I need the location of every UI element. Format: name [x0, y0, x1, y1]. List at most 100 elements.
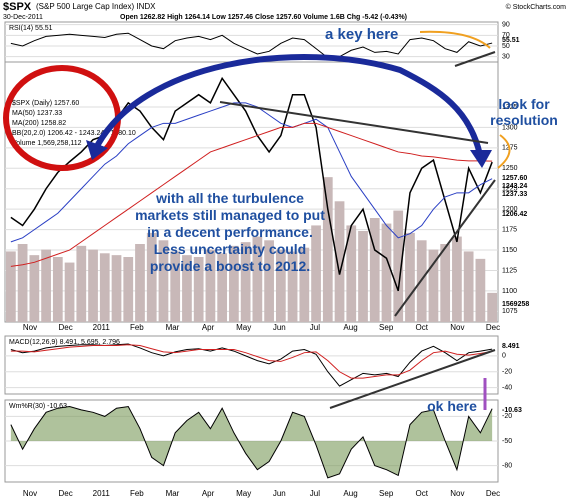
annotation: with all the turbulence markets still ma…: [135, 190, 325, 274]
series-line: [10, 76, 493, 292]
y-tick-label: 90: [502, 22, 510, 29]
orange-arrow: [419, 30, 491, 49]
trend-line: [219, 101, 489, 144]
volume-bar: [393, 210, 404, 322]
volume-bar: [64, 262, 75, 322]
date: 30-Dec-2011: [3, 14, 43, 21]
volume-bar: [346, 225, 357, 322]
volume-bar: [205, 249, 216, 322]
y-tick-label: 1100: [502, 288, 517, 295]
y-tick-label: 50: [502, 43, 510, 50]
value-label: 1237.33: [502, 191, 527, 198]
quote: Open 1262.82 High 1264.14 Low 1257.46 Cl…: [120, 14, 407, 21]
x-tick-label: Nov: [23, 323, 37, 332]
panel-title: MACD(12,26,9) 8.491, 5.695, 2.796: [9, 339, 120, 346]
x-tick-label: Dec: [486, 489, 500, 498]
x-tick-label: Jun: [273, 323, 286, 332]
y-tick-label: -80: [502, 462, 512, 469]
y-tick-label: 1175: [502, 226, 517, 233]
volume-bar: [358, 231, 368, 322]
x-tick-label: Dec: [486, 323, 500, 332]
x-tick-label: Apr: [202, 489, 215, 498]
volume-bar: [264, 240, 274, 322]
volume-bar: [452, 236, 462, 322]
volume-bar: [229, 245, 239, 322]
y-tick-label: -20: [502, 413, 512, 420]
volume-bar: [193, 257, 204, 322]
x-tick-label: Feb: [130, 489, 144, 498]
volume-bar: [52, 257, 63, 322]
annotation: ok here: [427, 398, 477, 414]
volume-bar: [381, 223, 392, 322]
volume-bar: [99, 253, 110, 322]
volume-bar: [6, 251, 16, 322]
arrowhead: [470, 150, 492, 168]
volume-bar: [311, 225, 321, 322]
series-line: [10, 32, 493, 59]
volume-bar: [369, 218, 380, 322]
panel-title: RSI(14) 55.51: [9, 25, 53, 32]
arrowhead: [86, 140, 108, 160]
last-value: -10.63: [502, 407, 522, 414]
x-tick-label: Apr: [202, 323, 215, 332]
orange-arrow: [497, 134, 511, 169]
last-value: 55.51: [502, 37, 520, 44]
volume-bar: [252, 236, 263, 322]
volume-bar: [17, 244, 28, 322]
x-tick-label: 2011: [93, 323, 111, 332]
volume-bar: [123, 257, 134, 322]
volume-bar: [146, 232, 157, 322]
volume-bar: [428, 249, 439, 322]
volume-bar: [182, 255, 192, 322]
panel-title: Wm%R(30) -10.63: [9, 403, 67, 410]
trend-line: [454, 51, 496, 67]
volume-bar: [240, 242, 251, 322]
volume-bar: [76, 245, 87, 322]
legend-entry: MA(200) 1258.82: [12, 120, 66, 127]
y-tick-label: 1225: [502, 186, 518, 193]
x-tick-label: Nov: [450, 489, 464, 498]
x-tick-label: Oct: [416, 489, 429, 498]
x-tick-label: 2011: [93, 489, 111, 498]
volume-bar: [275, 249, 286, 322]
x-tick-label: Jul: [310, 323, 320, 332]
x-tick-label: Mar: [166, 489, 180, 498]
y-tick-label: 70: [502, 32, 510, 39]
volume-bar: [88, 249, 98, 322]
x-tick-label: Aug: [343, 323, 357, 332]
y-tick-label: 1325: [502, 104, 518, 111]
volume-bar: [475, 258, 486, 322]
y-tick-label: -20: [502, 369, 512, 376]
series-line: [10, 343, 493, 387]
panel-frame: [4, 335, 499, 395]
volume-bar: [158, 240, 169, 322]
x-tick-label: Sep: [379, 323, 394, 332]
volume-bar: [41, 249, 51, 322]
x-tick-label: Oct: [416, 323, 429, 332]
value-label: 1569258: [502, 301, 529, 308]
y-tick-label: 1300: [502, 124, 518, 131]
x-tick-label: Nov: [23, 489, 37, 498]
legend-entry: MA(50) 1237.33: [12, 110, 62, 117]
x-tick-label: May: [236, 489, 251, 498]
series-line: [10, 122, 493, 267]
annotation: look for resolution: [490, 96, 558, 128]
y-tick-label: -50: [502, 438, 512, 445]
volume-bar: [299, 247, 310, 322]
x-tick-label: Feb: [130, 323, 144, 332]
volume-bar: [170, 251, 181, 322]
volume-bar: [322, 177, 333, 322]
symbol: $SPX: [3, 1, 32, 13]
value-label: 1243.24: [502, 183, 527, 190]
volume-bar: [463, 251, 474, 322]
x-tick-label: Nov: [450, 323, 464, 332]
y-tick-label: 1150: [502, 247, 517, 254]
x-tick-label: Sep: [379, 489, 394, 498]
annotation: a key here: [325, 26, 399, 43]
area: [10, 406, 493, 478]
y-tick-label: 1125: [502, 267, 517, 274]
volume-bar: [334, 201, 345, 322]
trend-line: [394, 179, 496, 317]
